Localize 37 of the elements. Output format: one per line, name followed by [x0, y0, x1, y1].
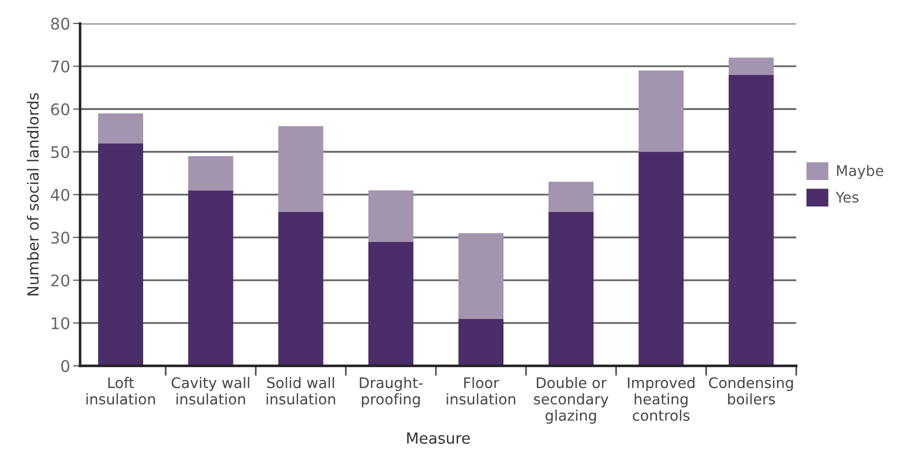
x-tick-label: Loft insulation: [86, 376, 155, 405]
y-tick-label: 80: [51, 18, 70, 30]
x-tick-label: Condensing boilers: [709, 376, 793, 405]
x-tick-label: Double or secondary glazing: [534, 376, 608, 424]
x-tick-label: Improved heating controls: [628, 376, 694, 421]
y-tick-label: 10: [52, 317, 70, 330]
bar: [458, 233, 504, 319]
y-tick-label: 60: [51, 103, 70, 116]
bar: [548, 182, 594, 212]
y-tick-label: 70: [51, 60, 70, 73]
legend-label: Yes: [836, 192, 858, 203]
bar: [638, 70, 684, 152]
y-tick-label: 40: [50, 188, 70, 201]
bar: [278, 126, 324, 212]
bar: [278, 212, 324, 366]
x-tick-label: Solid wall insulation: [266, 376, 336, 405]
bar: [548, 212, 594, 366]
x-tick-label: Draught- proofing: [360, 376, 423, 408]
y-axis-title: Number of social landlords: [26, 93, 39, 296]
y-tick-label: 0: [61, 360, 70, 372]
bar: [98, 113, 144, 144]
bar: [368, 242, 414, 366]
bar: [188, 190, 234, 366]
x-axis-title: Measure: [407, 432, 470, 444]
bar: [368, 190, 414, 242]
bar: [98, 143, 144, 366]
y-tick-label: 50: [51, 146, 70, 158]
legend-label: Maybe: [837, 164, 884, 179]
bar: [188, 156, 234, 190]
x-tick-label: Floor insulation: [446, 376, 516, 405]
bar: [638, 152, 684, 366]
y-tick-label: 30: [51, 232, 70, 244]
x-tick-label: Cavity wall insulation: [172, 376, 250, 405]
y-tick-label: 20: [51, 274, 70, 287]
bar: [728, 58, 774, 75]
bar: [728, 74, 774, 366]
bar: [458, 318, 504, 366]
